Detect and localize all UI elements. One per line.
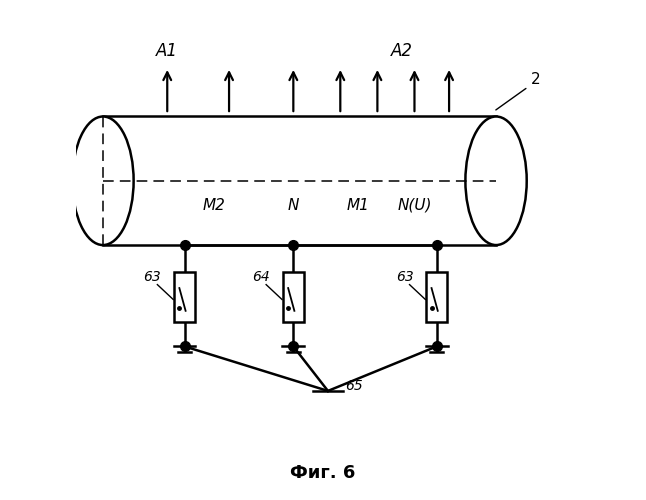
Bar: [283, 272, 304, 322]
Ellipse shape: [72, 116, 134, 245]
Text: M1: M1: [346, 198, 369, 213]
Text: A2: A2: [391, 42, 413, 60]
Text: M2: M2: [203, 198, 225, 213]
Text: N: N: [287, 198, 299, 213]
Bar: [174, 272, 195, 322]
Bar: [103, 116, 496, 245]
Text: 63: 63: [143, 270, 162, 284]
Text: 65: 65: [345, 379, 363, 393]
Text: A1: A1: [156, 42, 178, 60]
Text: N(U): N(U): [397, 198, 432, 213]
Bar: [426, 272, 447, 322]
Text: 63: 63: [396, 270, 413, 284]
Text: 2: 2: [531, 72, 541, 87]
Text: 64: 64: [253, 270, 270, 284]
Ellipse shape: [465, 116, 526, 245]
Text: Фиг. 6: Фиг. 6: [290, 464, 356, 481]
